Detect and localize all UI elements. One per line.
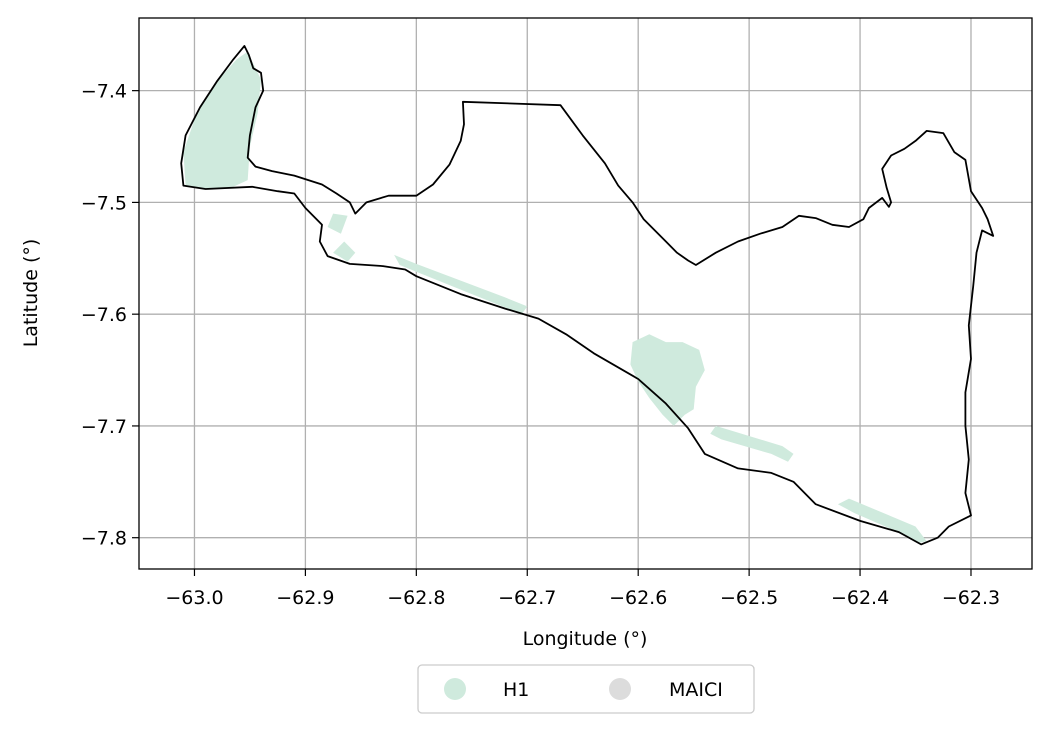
y-tick-label: −7.8 xyxy=(81,528,127,550)
x-tick-label: −62.4 xyxy=(831,587,889,609)
legend-frame xyxy=(417,664,755,714)
x-tick-label: −62.5 xyxy=(720,587,778,609)
grid-lines xyxy=(139,18,1032,569)
x-tick-label: −62.9 xyxy=(276,587,334,609)
h1-region xyxy=(183,51,261,189)
plot-frame xyxy=(138,17,1033,570)
x-tick-label: −63.0 xyxy=(165,587,223,609)
y-tick-label: −7.6 xyxy=(81,304,127,326)
x-tick-label: −62.3 xyxy=(942,587,1000,609)
x-tick-label: −62.8 xyxy=(387,587,445,609)
h1-region xyxy=(837,498,927,544)
y-tick-label: −7.4 xyxy=(81,81,127,103)
x-axis-label: Longitude (°) xyxy=(523,628,648,650)
h1-region xyxy=(394,254,528,315)
legend-label-maici: MAICI xyxy=(669,679,723,701)
legend-marker-h1 xyxy=(444,678,466,700)
h1-region xyxy=(630,334,705,426)
boundary xyxy=(180,45,995,546)
legend: H1 MAICI xyxy=(417,664,755,714)
h1-regions xyxy=(183,51,927,544)
x-tick-label: −62.7 xyxy=(498,587,556,609)
y-axis-label: Latitude (°) xyxy=(20,239,42,348)
x-axis-ticks: −63.0 −62.9 −62.8 −62.7 −62.6 −62.5 −62.4 −62.3 xyxy=(165,569,1000,609)
x-tick-label: −62.6 xyxy=(609,587,667,609)
legend-marker-maici xyxy=(609,678,631,700)
y-tick-label: −7.7 xyxy=(81,416,127,438)
study-area-boundary xyxy=(180,45,995,546)
h1-region xyxy=(327,213,348,234)
legend-label-h1: H1 xyxy=(503,679,529,701)
h1-region xyxy=(710,425,794,462)
y-axis-ticks: −7.4 −7.5 −7.6 −7.7 −7.8 xyxy=(81,81,139,550)
y-tick-label: −7.5 xyxy=(81,192,127,214)
h1-region xyxy=(333,241,356,262)
